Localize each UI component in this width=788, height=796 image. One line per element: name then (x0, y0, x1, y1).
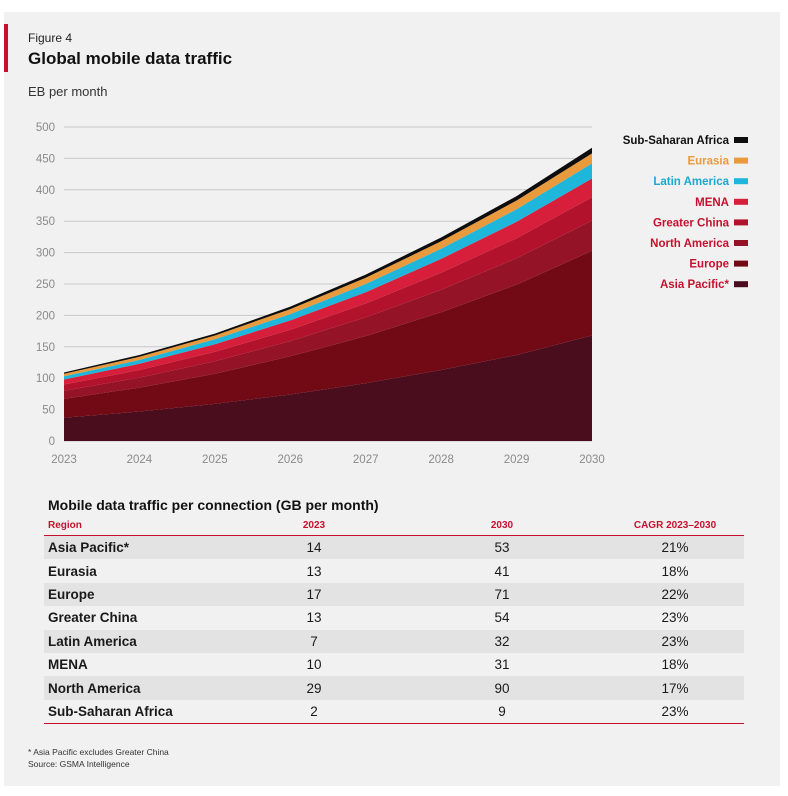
legend-swatch-mena (734, 198, 748, 205)
cell-2030: 9 (398, 699, 606, 725)
table-row: North America 29 90 17% (44, 676, 744, 700)
x-tick-label: 2028 (428, 454, 454, 466)
table-row: Greater China 13 54 23% (44, 606, 744, 629)
table-title: Mobile data traffic per connection (GB p… (48, 497, 379, 513)
cell-region: Asia Pacific* (44, 535, 230, 560)
y-tick-label: 350 (36, 216, 55, 228)
footnote: * Asia Pacific excludes Greater China So… (28, 746, 169, 770)
cell-cagr: 23% (606, 629, 744, 653)
cell-region: North America (44, 676, 230, 700)
cell-2030: 90 (398, 676, 606, 700)
y-tick-label: 200 (36, 310, 55, 322)
legend-swatch-latin-america (734, 178, 748, 185)
table-row: Sub-Saharan Africa 2 9 23% (44, 699, 744, 725)
cell-2023: 29 (230, 676, 398, 700)
y-tick-label: 0 (49, 436, 55, 448)
figure-title: Global mobile data traffic (28, 49, 233, 68)
cell-2023: 17 (230, 582, 398, 607)
area-europe (64, 250, 592, 418)
cell-cagr: 18% (661, 563, 689, 579)
legend-swatch-asia-pacific (734, 281, 748, 288)
y-tick-label: 500 (36, 122, 55, 134)
cell-2030: 41 (494, 563, 510, 579)
legend-label-greater-china: Greater China (653, 217, 730, 229)
x-tick-label: 2023 (51, 454, 77, 466)
cell-2023: 13 (306, 563, 322, 579)
footnote-source: Source: GSMA Intelligence (28, 759, 130, 769)
legend-swatch-eurasia (734, 157, 748, 164)
x-tick-label: 2030 (579, 454, 605, 466)
cell-cagr: 17% (606, 676, 744, 700)
legend-label-eurasia: Eurasia (687, 156, 729, 168)
table-row: Asia Pacific* 14 53 21% (44, 535, 744, 560)
cell-region: Latin America (44, 629, 230, 653)
legend-swatch-greater-china (734, 219, 748, 226)
cell-cagr: 23% (606, 699, 744, 725)
x-tick-label: 2025 (202, 454, 228, 466)
table-row: MENA 10 31 18% (44, 653, 744, 676)
cell-2030: 32 (398, 629, 606, 653)
cell-region: Sub-Saharan Africa (44, 699, 230, 725)
footnote-note: * Asia Pacific excludes Greater China (28, 747, 169, 757)
legend-label-sub-saharan-africa: Sub-Saharan Africa (623, 135, 730, 147)
x-tick-label: 2027 (353, 454, 379, 466)
cell-2023: 10 (306, 657, 322, 673)
cell-2030: 54 (494, 610, 510, 626)
legend-label-latin-america: Latin America (653, 176, 729, 188)
legend-label-mena: MENA (695, 197, 729, 209)
cell-region: Greater China (48, 610, 138, 626)
x-tick-label: 2024 (127, 454, 153, 466)
legend-swatch-europe (734, 260, 748, 267)
header-2023: 2023 (230, 517, 398, 536)
cell-region: MENA (48, 657, 88, 673)
cell-cagr: 23% (661, 610, 689, 626)
cell-cagr: 18% (661, 657, 689, 673)
figure-label: Figure 4 (28, 31, 73, 45)
traffic-per-connection-table: Region 2023 2030 CAGR 2023–2030 Asia Pac… (44, 517, 744, 725)
area-asia-pacific (64, 335, 592, 441)
cell-2030: 31 (494, 657, 510, 673)
cell-2023: 13 (306, 610, 322, 626)
cell-2030: 53 (398, 535, 606, 560)
legend-swatch-north-america (734, 240, 748, 246)
x-tick-label: 2026 (277, 454, 303, 466)
accent-bar (4, 24, 8, 72)
cell-2030: 71 (398, 582, 606, 607)
cell-2023: 7 (230, 629, 398, 653)
y-tick-label: 100 (36, 373, 55, 385)
cell-2023: 14 (230, 535, 398, 560)
legend-label-europe: Europe (689, 259, 729, 271)
legend-label-north-america: North America (650, 238, 729, 250)
header-2030: 2030 (398, 517, 606, 536)
cell-cagr: 21% (606, 535, 744, 560)
legend-label-asia-pacific: Asia Pacific* (660, 279, 730, 291)
cell-region: Europe (44, 582, 230, 607)
header-cagr: CAGR 2023–2030 (606, 517, 744, 536)
cell-region: Eurasia (48, 563, 97, 579)
cell-2023: 2 (230, 699, 398, 725)
table-row: Eurasia 13 41 18% (44, 559, 744, 582)
x-tick-label: 2029 (504, 454, 530, 466)
table-row: Europe 17 71 22% (44, 582, 744, 607)
y-tick-label: 150 (36, 342, 55, 354)
stacked-area-chart: 0 50 100 150 200 250 300 350 400 450 500 2023 2024 2… (36, 122, 748, 466)
table-row: Latin America 7 32 23% (44, 629, 744, 653)
y-tick-label: 50 (42, 405, 55, 417)
cell-cagr: 22% (606, 582, 744, 607)
y-tick-label: 250 (36, 279, 55, 291)
y-tick-label: 450 (36, 153, 55, 165)
legend-swatch-sub-saharan-africa (734, 137, 748, 143)
y-tick-label: 400 (36, 185, 55, 197)
y-tick-label: 300 (36, 248, 55, 260)
header-region: Region (44, 517, 230, 536)
y-axis-unit: EB per month (28, 84, 108, 99)
